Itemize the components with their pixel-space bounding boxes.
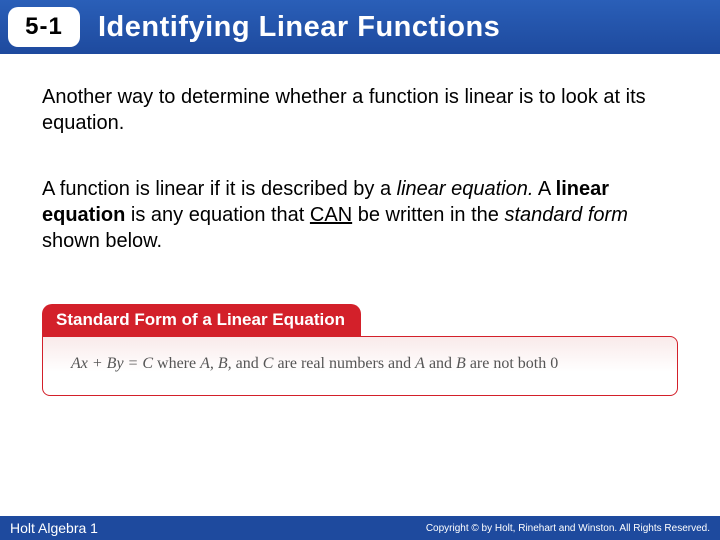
p2-underline: CAN (310, 204, 352, 226)
p2-run3: is any equation that (125, 204, 310, 226)
eq-vars: A, B, (200, 355, 232, 372)
p2-italic1: linear equation. (397, 178, 534, 200)
eq-and2: and (425, 355, 456, 372)
section-number: 5-1 (25, 13, 63, 41)
eq-prefix: Ax + By = C (71, 355, 153, 372)
eq-and1: and (232, 355, 263, 372)
header-bar: 5-1 Identifying Linear Functions (0, 0, 720, 54)
page-title: Identifying Linear Functions (98, 11, 500, 44)
eq-c: C (263, 355, 274, 372)
eq-tail: are not both 0 (466, 355, 558, 372)
p2-run1: A function is linear if it is described … (42, 178, 397, 200)
eq-mid: where (153, 355, 200, 372)
footer-left: Holt Algebra 1 (10, 520, 98, 536)
section-badge: 5-1 (8, 7, 80, 47)
formula-box: Standard Form of a Linear Equation Ax + … (42, 304, 678, 396)
p2-italic2: standard form (504, 204, 627, 226)
paragraph-2: A function is linear if it is described … (42, 176, 678, 254)
content-area: Another way to determine whether a funct… (0, 54, 720, 254)
footer-right: Copyright © by Holt, Rinehart and Winsto… (426, 523, 710, 534)
p2-run5: shown below. (42, 230, 162, 252)
footer-bar: Holt Algebra 1 Copyright © by Holt, Rine… (0, 516, 720, 540)
eq-mid2: are real numbers and (273, 355, 415, 372)
p2-run2: A (533, 178, 555, 200)
formula-tab: Standard Form of a Linear Equation (42, 304, 361, 336)
eq-b: B (456, 355, 466, 372)
paragraph-1: Another way to determine whether a funct… (42, 84, 678, 136)
formula-body: Ax + By = C where A, B, and C are real n… (42, 336, 678, 396)
p2-run4: be written in the (352, 204, 504, 226)
eq-a: A (415, 355, 425, 372)
